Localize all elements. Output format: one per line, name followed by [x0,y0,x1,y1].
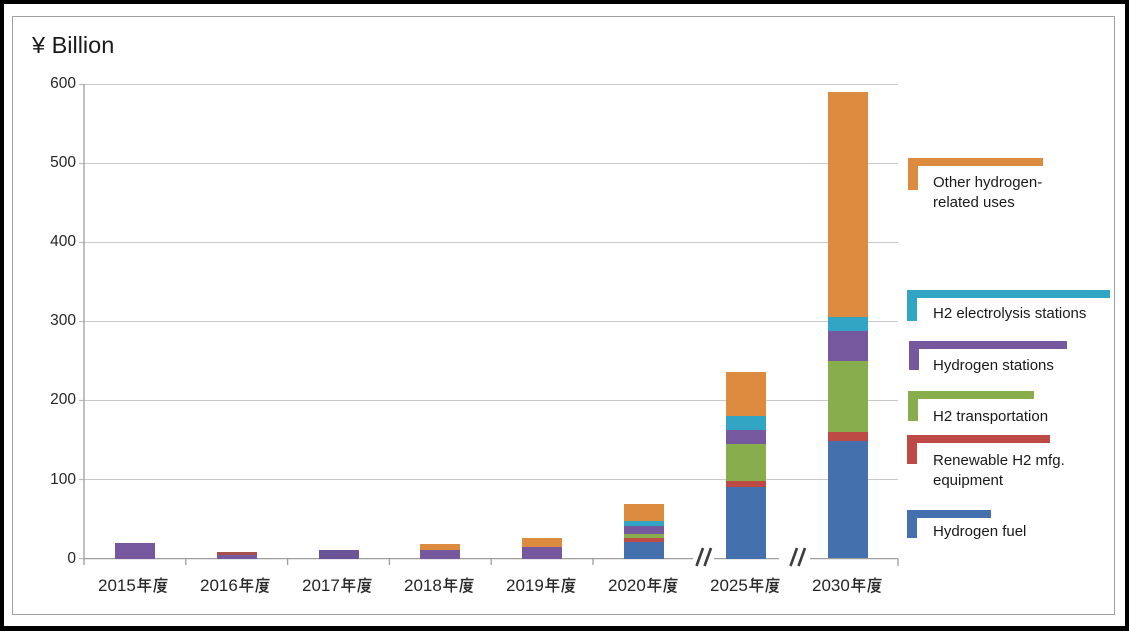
svg-text:2018: 2018 [404,576,442,595]
svg-text:2015: 2015 [98,576,136,595]
svg-text:2020: 2020 [608,576,646,595]
svg-text:2017: 2017 [302,576,340,595]
svg-text:2016: 2016 [200,576,238,595]
svg-text:2025: 2025 [710,576,748,595]
svg-text:2030: 2030 [812,576,850,595]
svg-text:2019: 2019 [506,576,544,595]
